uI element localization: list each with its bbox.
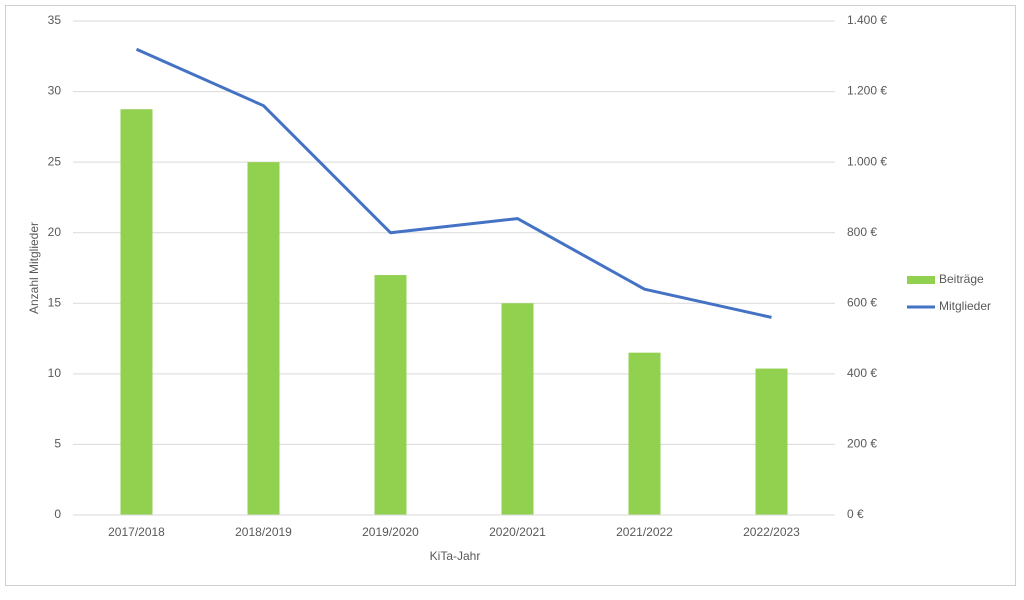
- x-tick-label: 2020/2021: [489, 525, 546, 539]
- y-axis-label: Anzahl Mitglieder: [27, 222, 41, 314]
- y2-tick-label: 0 €: [847, 507, 864, 521]
- bar: [501, 303, 534, 515]
- y-tick-label: 0: [54, 507, 61, 521]
- line: [135, 47, 772, 319]
- bar: [247, 162, 280, 515]
- bar: [120, 109, 153, 515]
- y2-tick-label: 1.400 €: [847, 13, 887, 27]
- y2-tick-label: 400 €: [847, 366, 877, 380]
- y-tick-label: 5: [54, 437, 61, 451]
- y-tick-label: 35: [48, 13, 62, 27]
- y2-tick-label: 1.200 €: [847, 84, 887, 98]
- legend-swatch: [907, 276, 935, 284]
- y-tick-label: 15: [48, 295, 62, 309]
- x-tick-label: 2021/2022: [616, 525, 673, 539]
- bar: [628, 352, 661, 515]
- y-tick-label: 30: [48, 84, 62, 98]
- y2-tick-label: 600 €: [847, 295, 877, 309]
- legend-label: Mitglieder: [939, 299, 991, 313]
- y-tick-label: 25: [48, 154, 62, 168]
- bar: [755, 368, 788, 515]
- y2-tick-label: 1.000 €: [847, 154, 887, 168]
- x-tick-label: 2019/2020: [362, 525, 419, 539]
- y-tick-label: 20: [48, 225, 62, 239]
- y-tick-label: 10: [48, 366, 62, 380]
- x-tick-label: 2022/2023: [743, 525, 800, 539]
- x-tick-label: 2017/2018: [108, 525, 165, 539]
- bar: [374, 275, 407, 515]
- x-axis-label: KiTa-Jahr: [430, 549, 481, 563]
- y2-tick-label: 800 €: [847, 225, 877, 239]
- y2-tick-label: 200 €: [847, 437, 877, 451]
- legend-label: Beiträge: [939, 272, 984, 286]
- x-tick-label: 2018/2019: [235, 525, 292, 539]
